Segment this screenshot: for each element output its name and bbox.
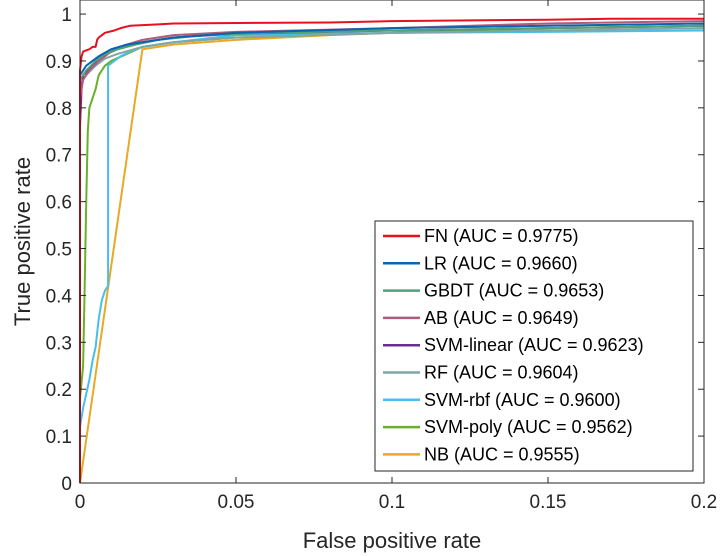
y-tick-label-8: 0.8 xyxy=(46,99,72,120)
legend-label-7: SVM-poly (AUC = 0.9562) xyxy=(424,417,633,437)
y-tick-label-10: 1 xyxy=(61,5,72,26)
y-tick-label-1: 0.1 xyxy=(46,427,72,448)
legend-label-4: SVM-linear (AUC = 0.9623) xyxy=(424,335,644,355)
axis-ticks xyxy=(79,0,705,484)
roc-curve-1 xyxy=(79,22,705,483)
roc-curve-2 xyxy=(79,24,705,483)
legend-label-6: SVM-rbf (AUC = 0.9600) xyxy=(424,390,621,410)
y-tick-label-7: 0.7 xyxy=(46,146,72,167)
x-tick-label-2: 0.1 xyxy=(379,492,405,513)
x-tick-label-0: 0 xyxy=(75,492,86,513)
legend-box xyxy=(374,220,694,472)
y-tick-label-5: 0.5 xyxy=(46,240,72,261)
tick-labels: 0 0.05 0.1 0.15 0.2 0 0.1 0.2 0.3 0.4 0.5 0.6 0.7 0.8… xyxy=(46,5,718,513)
legend-label-8: NB (AUC = 0.9555) xyxy=(424,444,580,464)
y-tick-label-2: 0.2 xyxy=(46,380,72,401)
y-tick-label-3: 0.3 xyxy=(46,333,72,354)
legend-label-1: LR (AUC = 0.9660) xyxy=(424,253,578,273)
y-axis-title: True positive rate xyxy=(10,157,35,326)
legend-label-3: AB (AUC = 0.9649) xyxy=(424,308,579,328)
x-axis-title: False positive rate xyxy=(303,528,482,553)
x-tick-label-1: 0.05 xyxy=(218,492,255,513)
roc-curve-6 xyxy=(79,29,705,483)
x-tick-label-4: 0.2 xyxy=(691,492,717,513)
legend-label-0: FN (AUC = 0.9775) xyxy=(424,226,579,246)
x-tick-label-3: 0.15 xyxy=(530,492,567,513)
legend: FN (AUC = 0.9775) LR (AUC = 0.9660) GBDT (… xyxy=(374,220,694,472)
y-tick-label-0: 0 xyxy=(61,474,72,495)
roc-curve-0 xyxy=(79,17,704,483)
legend-label-5: RF (AUC = 0.9604) xyxy=(424,363,579,383)
y-tick-label-4: 0.4 xyxy=(46,286,73,307)
y-tick-label-9: 0.9 xyxy=(46,52,72,73)
legend-label-2: GBDT (AUC = 0.9653) xyxy=(424,281,604,301)
roc-curves xyxy=(79,17,705,484)
y-tick-label-6: 0.6 xyxy=(46,193,72,214)
